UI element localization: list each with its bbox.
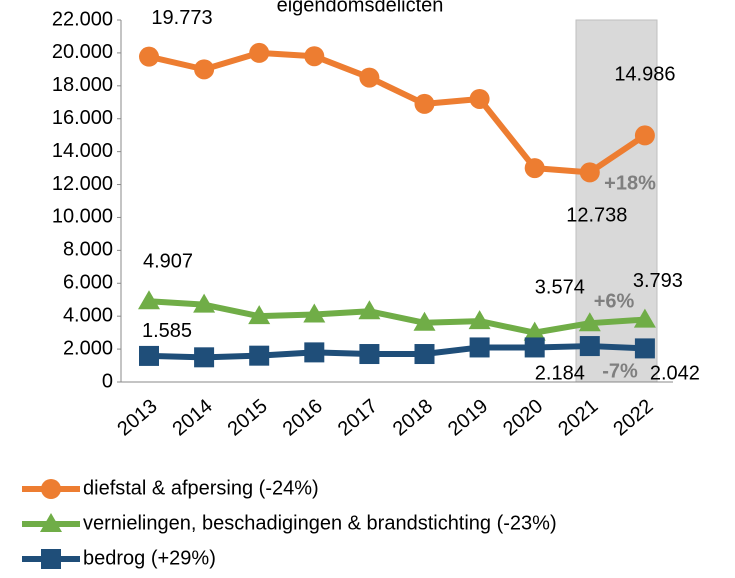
point (249, 345, 270, 366)
point (41, 549, 61, 569)
point (40, 513, 62, 532)
point (413, 311, 436, 331)
y-tick-label: 22.000 (52, 8, 113, 30)
chart-title: eigendomsdelicten (277, 0, 444, 16)
series-line (148, 298, 646, 336)
point (248, 305, 271, 325)
data-label: 3.574 (535, 276, 585, 298)
point (414, 344, 435, 365)
point (194, 347, 215, 368)
x-tick-label: 2015 (224, 395, 272, 440)
point (138, 290, 160, 310)
y-tick-label: 16.000 (52, 107, 113, 129)
y-tick-label: 20.000 (52, 41, 113, 63)
point (524, 337, 545, 358)
series-line (148, 49, 647, 176)
point (634, 338, 655, 359)
y-tick-label: 18.000 (52, 74, 113, 96)
point (304, 342, 325, 363)
x-tick-label: 2017 (334, 395, 382, 440)
data-label: 12.738 (566, 205, 627, 227)
x-tick-label: 2022 (609, 395, 657, 440)
point (359, 67, 380, 88)
point (193, 293, 216, 313)
x-tick-label: 2021 (554, 395, 602, 440)
legend-label: vernielingen, beschadigingen & brandstic… (83, 512, 557, 534)
legend-label: diefstal & afpersing (-24%) (83, 477, 319, 499)
point (469, 88, 490, 109)
data-label: 4.907 (143, 251, 193, 273)
y-tick-label: 6.000 (63, 272, 113, 294)
point (579, 162, 600, 183)
data-label: 2.184 (535, 362, 585, 384)
point (249, 42, 270, 63)
x-tick-label: 2013 (113, 395, 161, 440)
point (634, 125, 655, 146)
y-tick-label: 0 (102, 370, 113, 392)
y-tick-label: 14.000 (52, 140, 113, 162)
point (41, 479, 61, 499)
point (578, 312, 601, 332)
data-label: 2.042 (650, 363, 700, 385)
y-tick-label: 2.000 (63, 337, 113, 359)
data-label: 3.793 (633, 270, 683, 292)
point (139, 345, 159, 366)
x-tick-label: 2016 (279, 395, 327, 440)
annotation: +18% (604, 172, 656, 194)
y-tick-label: 4.000 (63, 304, 113, 326)
point (524, 158, 545, 179)
point (194, 59, 215, 80)
point (633, 308, 656, 328)
x-tick-label: 2020 (499, 395, 547, 440)
legend-label: bedrog (+29%) (83, 547, 216, 569)
data-label: 1.585 (142, 320, 192, 342)
point (358, 300, 381, 320)
x-tick-label: 2014 (168, 395, 216, 440)
data-label: 19.773 (151, 7, 212, 29)
point (523, 321, 546, 341)
x-tick-label: 2018 (389, 395, 437, 440)
y-tick-label: 10.000 (52, 206, 113, 228)
y-tick-label: 12.000 (52, 173, 113, 195)
point (414, 93, 435, 114)
point (469, 337, 490, 358)
annotation: +6% (594, 290, 635, 312)
annotation: -7% (602, 360, 638, 382)
point (139, 46, 159, 67)
point (303, 303, 326, 323)
series-line (148, 343, 646, 361)
point (579, 336, 600, 357)
point (304, 46, 325, 67)
x-tick-label: 2019 (444, 395, 492, 440)
point (359, 344, 380, 365)
data-label: 14.986 (614, 64, 675, 86)
point (468, 310, 491, 330)
y-tick-label: 8.000 (63, 239, 113, 261)
